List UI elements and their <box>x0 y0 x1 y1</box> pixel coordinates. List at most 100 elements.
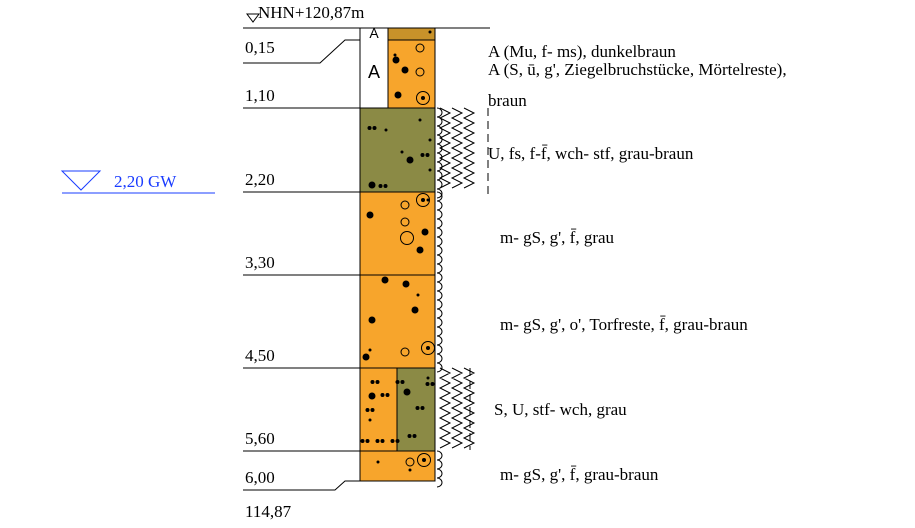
elevation-label: NHN+120,87m <box>258 3 364 22</box>
depth-label: 2,20 <box>245 170 275 189</box>
silt-dots <box>375 439 380 443</box>
silt-dots <box>380 393 385 397</box>
gravel-dot <box>368 392 376 400</box>
ring-dot <box>416 193 430 207</box>
fine-dot <box>428 138 432 142</box>
silt-dots <box>380 439 385 443</box>
silt-dots <box>412 434 417 438</box>
fine-dot <box>428 30 432 34</box>
silt-dots <box>395 439 400 443</box>
silt-dots <box>370 380 375 384</box>
layer-description: U, fs, f-f̄, wch- stf, grau-braun <box>488 144 694 163</box>
open-circle <box>415 67 425 77</box>
gravel-dot <box>368 181 376 189</box>
silt-dots <box>360 439 365 443</box>
layer-description: m- gS, g', o', Torfreste, f̄, grau-braun <box>500 315 748 334</box>
depth-label: 5,60 <box>245 429 275 448</box>
gravel-dot <box>402 280 410 288</box>
layer-fill <box>359 27 389 109</box>
open-circle <box>400 217 410 227</box>
gravel-dot <box>381 276 389 284</box>
layer-description: S, U, stf- wch, grau <box>494 400 627 419</box>
bottom-elevation: 114,87 <box>245 502 292 521</box>
silt-dots <box>400 380 405 384</box>
gravel-dot <box>411 306 419 314</box>
fine-dot <box>368 348 372 352</box>
gravel-dot <box>403 388 411 396</box>
layer-description: m- gS, g', f̄, grau <box>500 228 615 247</box>
soil-symbols <box>360 30 476 488</box>
open-circle <box>405 457 415 467</box>
layer-description: braun <box>488 91 527 110</box>
gravel-dot <box>406 156 414 164</box>
gravel-dot <box>362 353 370 361</box>
silt-dots <box>375 380 380 384</box>
gravel-dot <box>421 228 429 236</box>
consistency-zigzag <box>450 367 464 449</box>
ring-dot <box>421 96 425 100</box>
depth-label: 3,30 <box>245 253 275 272</box>
silt-dots <box>367 126 372 130</box>
soil-symbol: A <box>369 25 379 41</box>
consistency-zigzag <box>438 107 452 189</box>
layer-fill <box>387 39 436 109</box>
fine-dot <box>416 293 420 297</box>
layer-description: A (S, ū, g', Ziegelbruchstücke, Mörtelr… <box>488 60 787 79</box>
scallop-edge <box>436 107 443 199</box>
open-circle <box>415 43 425 53</box>
ring-dot <box>416 91 430 105</box>
silt-dots <box>407 434 412 438</box>
silt-dots <box>372 126 377 130</box>
fine-dot <box>368 418 372 422</box>
silt-dots <box>420 153 425 157</box>
layer-description: A (Mu, f- ms), dunkelbraun <box>488 42 676 61</box>
silt-dots <box>370 408 375 412</box>
groundwater-marker <box>60 170 102 191</box>
layer-fill <box>387 27 436 41</box>
silt-dots <box>425 382 430 386</box>
fine-dot <box>400 150 404 154</box>
gravel-dot <box>368 316 376 324</box>
open-circle <box>400 347 410 357</box>
silt-dots <box>378 184 383 188</box>
gravel-dot <box>416 246 424 254</box>
elevation-marker <box>246 13 260 23</box>
fine-dot <box>408 468 412 472</box>
gravel-dot <box>392 56 400 64</box>
fine-dot <box>376 460 380 464</box>
consistency-zigzag <box>438 367 452 449</box>
ring-dot <box>421 198 425 202</box>
consistency-zigzag <box>450 107 464 189</box>
gravel-dot <box>366 211 374 219</box>
silt-dots <box>365 408 370 412</box>
depth-label: 6,00 <box>245 468 275 487</box>
silt-dots <box>390 439 395 443</box>
fine-dot <box>384 128 388 132</box>
depth-label: 1,10 <box>245 86 275 105</box>
consistency-zigzag <box>462 367 476 449</box>
fine-dot <box>418 118 422 122</box>
ring-dot <box>421 341 435 355</box>
silt-dots <box>430 382 435 386</box>
scallop-edge <box>436 191 443 373</box>
groundwater-label: 2,20 GW <box>114 172 177 191</box>
ring-dot <box>422 458 426 462</box>
gravel-dot <box>394 91 402 99</box>
gravel-dot <box>401 66 409 74</box>
consistency-zigzag <box>462 107 476 189</box>
silt-dots <box>365 439 370 443</box>
silt-dots <box>385 393 390 397</box>
silt-dots <box>425 153 430 157</box>
ring-dot <box>426 346 430 350</box>
fine-dot <box>426 198 430 202</box>
depth-label: 0,15 <box>245 38 275 57</box>
silt-dots <box>420 406 425 410</box>
depth-label: 4,50 <box>245 346 275 365</box>
silt-dots <box>395 380 400 384</box>
soil-symbol: A <box>368 62 380 82</box>
silt-dots <box>415 406 420 410</box>
scallop-edge <box>436 450 443 488</box>
